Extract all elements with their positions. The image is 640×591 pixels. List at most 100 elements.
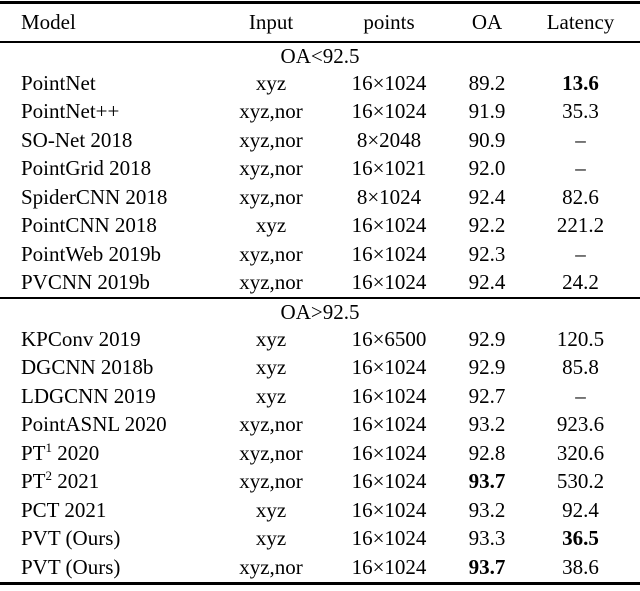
- table-row: PointASNL 2020 xyz,nor 16×1024 93.2 923.…: [0, 411, 640, 440]
- points-cell: 16×1024: [351, 270, 427, 295]
- model-name: PointNet: [21, 70, 96, 95]
- model-cell: PT1 2020: [0, 439, 205, 468]
- input-cell: xyz: [255, 326, 287, 351]
- table-row: PVT (Ours) xyz,nor 16×1024 93.7 38.6: [0, 553, 640, 583]
- input-cell: xyz: [255, 213, 287, 238]
- input-cell: xyz: [255, 526, 287, 551]
- points-cell: 16×1024: [351, 412, 427, 437]
- input-cell: xyz,nor: [239, 127, 303, 152]
- input-cell: xyz,nor: [239, 469, 303, 494]
- points-cell: 8×2048: [356, 127, 422, 152]
- model-name: KPConv 2019: [21, 326, 141, 351]
- points-cell: 16×1024: [351, 70, 427, 95]
- input-cell: xyz,nor: [239, 156, 303, 181]
- col-header-model: Model: [0, 2, 205, 43]
- table-row: DGCNN 2018b xyz 16×1024 92.9 85.8: [0, 354, 640, 383]
- model-name: PVT (Ours): [21, 554, 121, 579]
- latency-cell: 221.2: [556, 213, 605, 238]
- points-cell: 16×1024: [351, 241, 427, 266]
- model-cell: LDGCNN 2019: [0, 382, 205, 411]
- table-row: SpiderCNN 2018 xyz,nor 8×1024 92.4 82.6: [0, 183, 640, 212]
- latency-cell: 530.2: [556, 469, 605, 494]
- oa-cell: 93.2: [468, 497, 506, 522]
- model-name: SO-Net 2018: [21, 127, 133, 152]
- col-header-points: points: [337, 2, 441, 43]
- model-year: 2020: [52, 440, 100, 465]
- latency-cell: 36.5: [562, 526, 599, 551]
- model-year: 2021: [52, 469, 100, 494]
- latency-cell: 24.2: [562, 270, 599, 295]
- col-header-oa: OA: [441, 2, 533, 43]
- model-name: PT: [21, 469, 46, 494]
- table-row: PT1 2020 xyz,nor 16×1024 92.8 320.6: [0, 439, 640, 468]
- model-name: PointNet++: [21, 99, 120, 124]
- points-cell: 16×6500: [351, 326, 427, 351]
- model-name: PointWeb 2019b: [21, 241, 162, 266]
- table-row: KPConv 2019 xyz 16×6500 92.9 120.5: [0, 325, 640, 354]
- points-cell: 16×1021: [351, 156, 427, 181]
- points-cell: 16×1024: [351, 99, 427, 124]
- points-cell: 16×1024: [351, 497, 427, 522]
- header-row: Model Input points OA Latency: [0, 2, 640, 43]
- input-cell: xyz,nor: [239, 184, 303, 209]
- model-cell: PointCNN 2018: [0, 212, 205, 241]
- model-cell: PointASNL 2020: [0, 411, 205, 440]
- model-cell: DGCNN 2018b: [0, 354, 205, 383]
- table-row: PointWeb 2019b xyz,nor 16×1024 92.3 –: [0, 240, 640, 269]
- oa-cell: 92.4: [468, 184, 506, 209]
- col-header-input: Input: [205, 2, 337, 43]
- points-cell: 16×1024: [351, 440, 427, 465]
- model-name: SpiderCNN 2018: [21, 184, 168, 209]
- section-header-label: OA>92.5: [0, 297, 640, 325]
- table-row: PVT (Ours) xyz 16×1024 93.3 36.5: [0, 525, 640, 554]
- oa-cell: 92.3: [468, 241, 506, 266]
- model-name: LDGCNN 2019: [21, 383, 156, 408]
- oa-cell: 92.2: [468, 213, 506, 238]
- model-name: PointCNN 2018: [21, 213, 157, 238]
- section-header-label: OA<92.5: [280, 43, 360, 68]
- oa-cell: 93.3: [468, 526, 506, 551]
- oa-cell: 90.9: [468, 127, 506, 152]
- oa-cell: 91.9: [468, 99, 506, 124]
- points-cell: 16×1024: [351, 213, 427, 238]
- model-superscript: 1: [45, 439, 53, 455]
- latency-cell: 38.6: [562, 554, 599, 579]
- table-row: PointNet xyz 16×1024 89.2 13.6: [0, 69, 640, 98]
- section-header-oa-gt: OA>92.5: [0, 297, 640, 325]
- input-cell: xyz,nor: [239, 440, 303, 465]
- oa-cell: 92.7: [468, 383, 506, 408]
- oa-cell: 92.4: [468, 270, 506, 295]
- model-name: DGCNN 2018b: [21, 355, 154, 380]
- latency-cell: 35.3: [562, 99, 599, 124]
- table-row: SO-Net 2018 xyz,nor 8×2048 90.9 –: [0, 126, 640, 155]
- latency-cell: 13.6: [562, 70, 599, 95]
- model-cell: PointWeb 2019b: [0, 240, 205, 269]
- latency-cell: –: [575, 383, 586, 408]
- table-row: PointCNN 2018 xyz 16×1024 92.2 221.2: [0, 212, 640, 241]
- input-cell: xyz: [255, 70, 287, 95]
- points-cell: 16×1024: [351, 554, 427, 579]
- input-cell: xyz,nor: [239, 554, 303, 579]
- latency-cell: 320.6: [556, 440, 605, 465]
- model-cell: PointGrid 2018: [0, 155, 205, 184]
- model-cell: PVT (Ours): [0, 553, 205, 583]
- oa-cell: 92.9: [468, 355, 506, 380]
- model-name: PCT 2021: [21, 497, 107, 522]
- model-cell: PointNet: [0, 69, 205, 98]
- model-cell: SpiderCNN 2018: [0, 183, 205, 212]
- col-header-latency: Latency: [533, 2, 640, 43]
- latency-cell: –: [575, 241, 586, 266]
- oa-cell: 93.7: [468, 469, 506, 494]
- model-cell: PT2 2021: [0, 468, 205, 497]
- input-cell: xyz,nor: [239, 99, 303, 124]
- section-header-oa-lt: OA<92.5: [0, 42, 640, 69]
- latency-cell: –: [575, 127, 586, 152]
- oa-cell: 92.9: [468, 326, 506, 351]
- input-cell: xyz,nor: [239, 241, 303, 266]
- model-name: PointASNL 2020: [21, 412, 167, 437]
- oa-cell: 89.2: [468, 70, 506, 95]
- latency-cell: 85.8: [562, 355, 599, 380]
- input-cell: xyz,nor: [239, 270, 303, 295]
